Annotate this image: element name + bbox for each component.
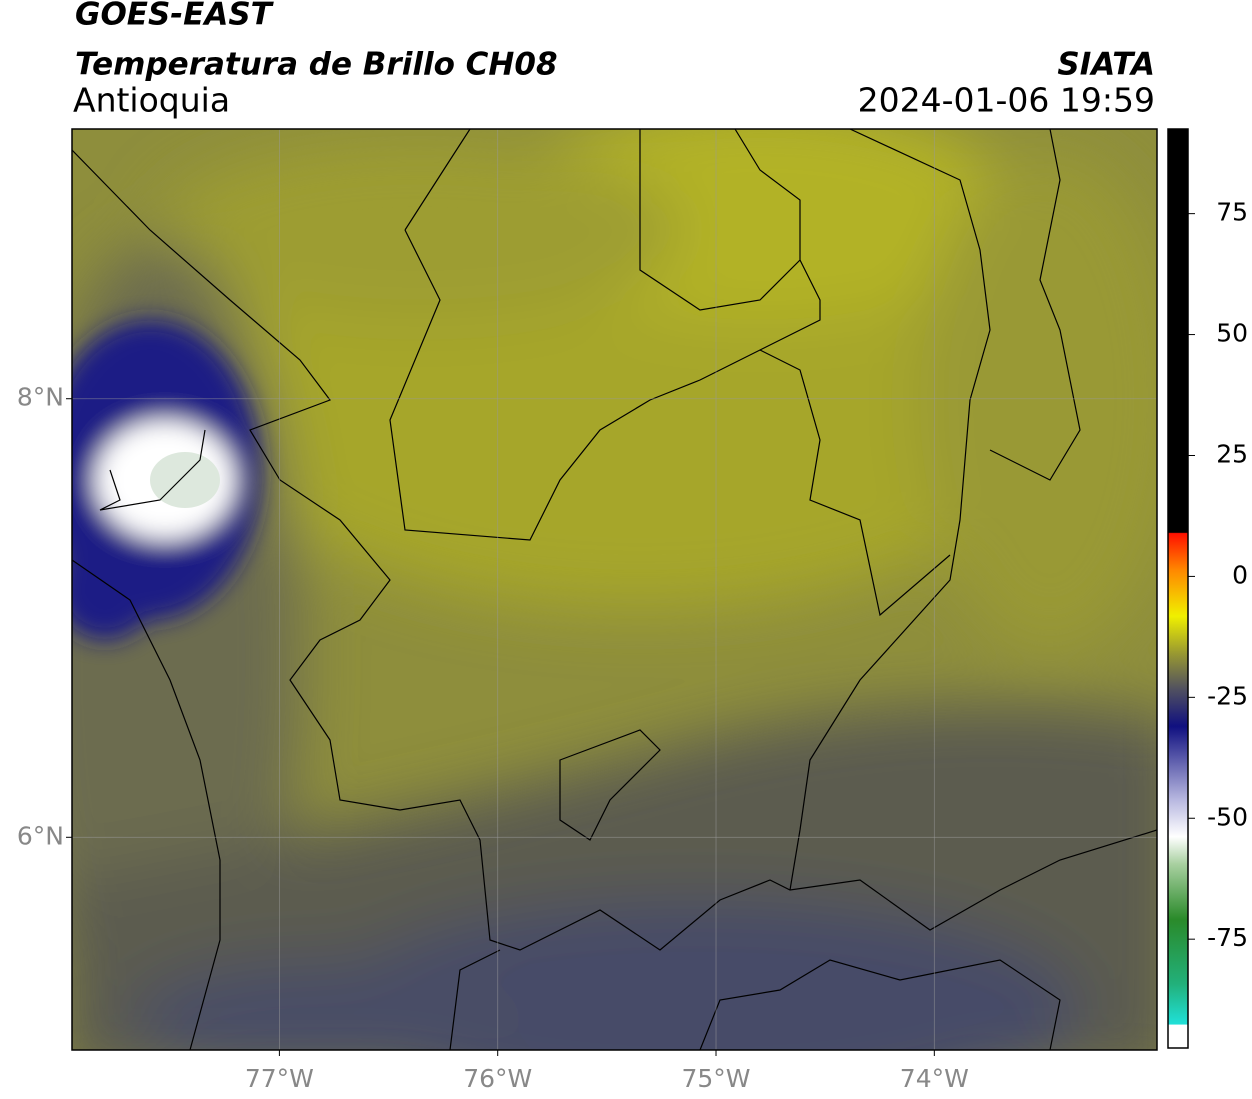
y-tick-label: 6°N: [17, 821, 64, 850]
source: SIATA: [1057, 47, 1155, 83]
title: GOES-EAST: [75, 0, 275, 33]
boundaries: [72, 129, 1157, 1050]
x-tick-label: 76°W: [463, 1064, 532, 1093]
satellite-field: [72, 129, 1157, 1050]
map-frame: [71, 128, 1158, 1051]
colorbar-tick-label: -50: [1207, 802, 1248, 831]
datetime: 2024-01-06 19:59: [858, 81, 1155, 120]
x-tick-label: 74°W: [900, 1064, 969, 1093]
colorbar-tick-label: 25: [1216, 439, 1248, 468]
x-tick-label: 77°W: [245, 1064, 314, 1093]
subtitle: Temperatura de Brillo CH08: [75, 47, 558, 83]
graticule: [72, 129, 1157, 1050]
colorbar-tick-label: 75: [1216, 198, 1248, 227]
colorbar-tick-label: 0: [1232, 560, 1248, 589]
colorbar-tick-label: -25: [1207, 681, 1248, 710]
colorbar: [1167, 128, 1189, 1049]
colorbar-tick-label: -75: [1207, 923, 1248, 952]
region: Antioquia: [73, 81, 230, 120]
colorbar-tick-label: 50: [1216, 319, 1248, 348]
x-tick-label: 75°W: [681, 1064, 750, 1093]
y-tick-label: 8°N: [17, 383, 64, 412]
